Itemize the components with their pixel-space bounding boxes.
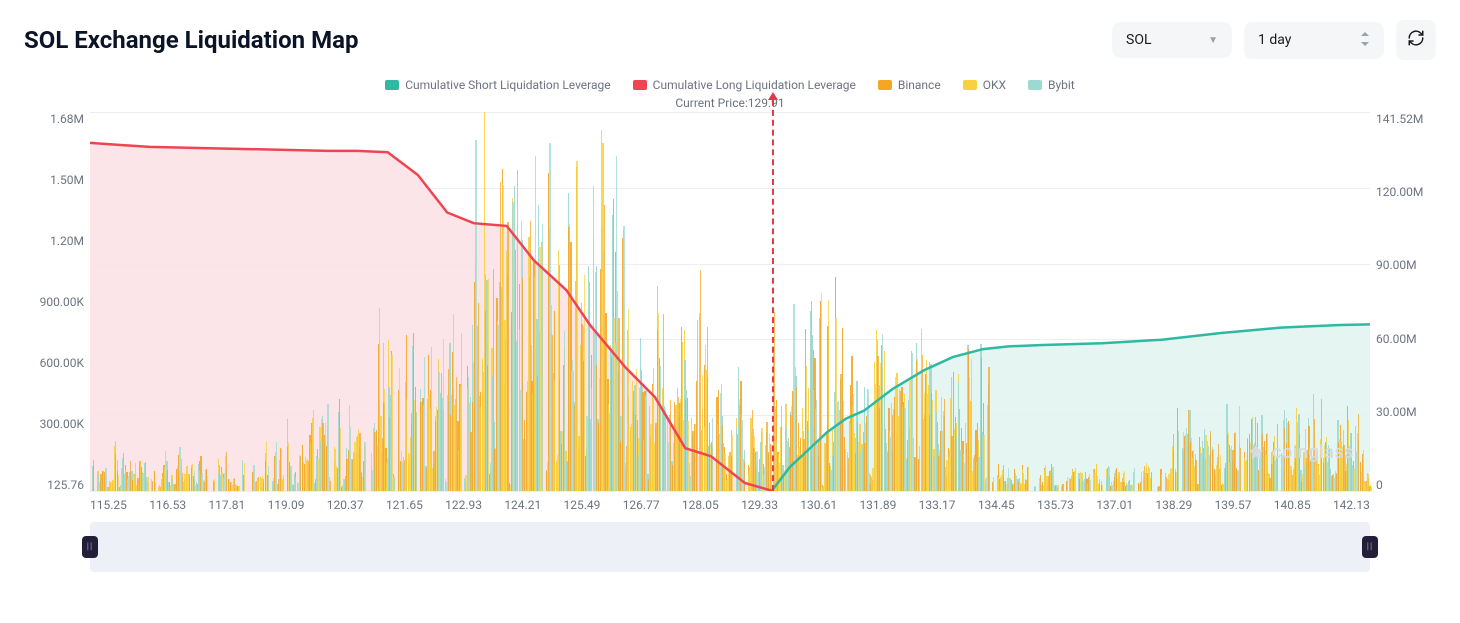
legend-swatch (1028, 80, 1042, 90)
x-tick: 131.89 (859, 498, 896, 512)
page-header: SOL Exchange Liquidation Map SOL ▼ 1 day (24, 20, 1436, 60)
chart-legend: Cumulative Short Liquidation Leverage Cum… (24, 78, 1436, 92)
header-controls: SOL ▼ 1 day (1112, 20, 1436, 60)
y-tick-left: 300.00K (30, 417, 84, 431)
legend-item[interactable]: Binance (878, 78, 941, 92)
legend-item[interactable]: Cumulative Long Liquidation Leverage (633, 78, 856, 92)
legend-label: OKX (983, 78, 1006, 92)
legend-label: Cumulative Long Liquidation Leverage (653, 78, 856, 92)
caret-down-icon: ▼ (1208, 35, 1218, 46)
watermark: coinglass (1246, 442, 1354, 463)
y-tick-right: 60.00M (1376, 332, 1430, 346)
x-tick: 133.17 (919, 498, 956, 512)
y-tick-right: 0 (1376, 478, 1430, 492)
x-tick: 121.65 (386, 498, 423, 512)
legend-swatch (385, 80, 399, 90)
legend-swatch (633, 80, 647, 90)
x-tick: 117.81 (208, 498, 245, 512)
x-tick: 116.53 (149, 498, 186, 512)
y-tick-left: 600.00K (30, 356, 84, 370)
x-tick: 139.57 (1215, 498, 1252, 512)
slider-handle-left[interactable] (82, 536, 98, 558)
legend-label: Bybit (1048, 78, 1075, 92)
slider-handle-right[interactable] (1362, 536, 1378, 558)
legend-label: Binance (898, 78, 941, 92)
y-axis-right: 141.52M 120.00M 90.00M 60.00M 30.00M 0 (1370, 112, 1436, 492)
watermark-text: coinglass (1272, 442, 1354, 463)
legend-item[interactable]: OKX (963, 78, 1006, 92)
symbol-select-label: SOL (1126, 32, 1151, 48)
current-price-line (772, 100, 774, 491)
chart: 1.68M 1.50M 1.20M 900.00K 600.00K 300.00K 125.… (24, 112, 1436, 492)
y-tick-left: 1.50M (30, 173, 84, 187)
y-axis-left: 1.68M 1.50M 1.20M 900.00K 600.00K 300.00K 125.… (24, 112, 90, 492)
current-price-label: Current Price:129.91 (24, 96, 1436, 110)
y-tick-left: 1.68M (30, 112, 84, 126)
x-tick: 138.29 (1155, 498, 1192, 512)
legend-item[interactable]: Cumulative Short Liquidation Leverage (385, 78, 610, 92)
y-tick-right: 30.00M (1376, 405, 1430, 419)
arrow-up-icon (768, 92, 778, 100)
cumulative-lines (90, 112, 1370, 491)
legend-item[interactable]: Bybit (1028, 78, 1075, 92)
range-slider[interactable] (90, 522, 1370, 572)
x-tick: 137.01 (1096, 498, 1133, 512)
page-title: SOL Exchange Liquidation Map (24, 26, 358, 54)
legend-label: Cumulative Short Liquidation Leverage (405, 78, 610, 92)
x-tick: 130.61 (800, 498, 837, 512)
updown-icon (1360, 32, 1370, 49)
x-tick: 126.77 (623, 498, 660, 512)
timerange-select[interactable]: 1 day (1244, 22, 1384, 59)
y-tick-right: 120.00M (1376, 185, 1430, 199)
x-tick: 140.85 (1274, 498, 1311, 512)
x-tick: 134.45 (978, 498, 1015, 512)
y-tick-left: 900.00K (30, 295, 84, 309)
x-tick: 119.09 (268, 498, 305, 512)
y-tick-left: 1.20M (30, 234, 84, 248)
plot-area[interactable]: coinglass (90, 112, 1370, 492)
timerange-select-label: 1 day (1258, 32, 1291, 48)
x-tick: 120.37 (327, 498, 364, 512)
symbol-select[interactable]: SOL ▼ (1112, 22, 1232, 58)
x-axis: 115.25 116.53 117.81 119.09 120.37 121.65 122.… (90, 498, 1370, 512)
x-tick: 142.13 (1333, 498, 1370, 512)
x-tick: 125.49 (564, 498, 601, 512)
legend-swatch (878, 80, 892, 90)
y-tick-left: 125.76 (30, 478, 84, 492)
x-tick: 124.21 (504, 498, 541, 512)
x-tick: 115.25 (90, 498, 127, 512)
x-tick: 122.93 (445, 498, 482, 512)
y-tick-right: 90.00M (1376, 258, 1430, 272)
refresh-icon (1407, 29, 1425, 51)
x-tick: 128.05 (682, 498, 719, 512)
legend-swatch (963, 80, 977, 90)
refresh-button[interactable] (1396, 20, 1436, 60)
x-tick: 135.73 (1037, 498, 1074, 512)
x-tick: 129.33 (741, 498, 778, 512)
y-tick-right: 141.52M (1376, 112, 1430, 126)
